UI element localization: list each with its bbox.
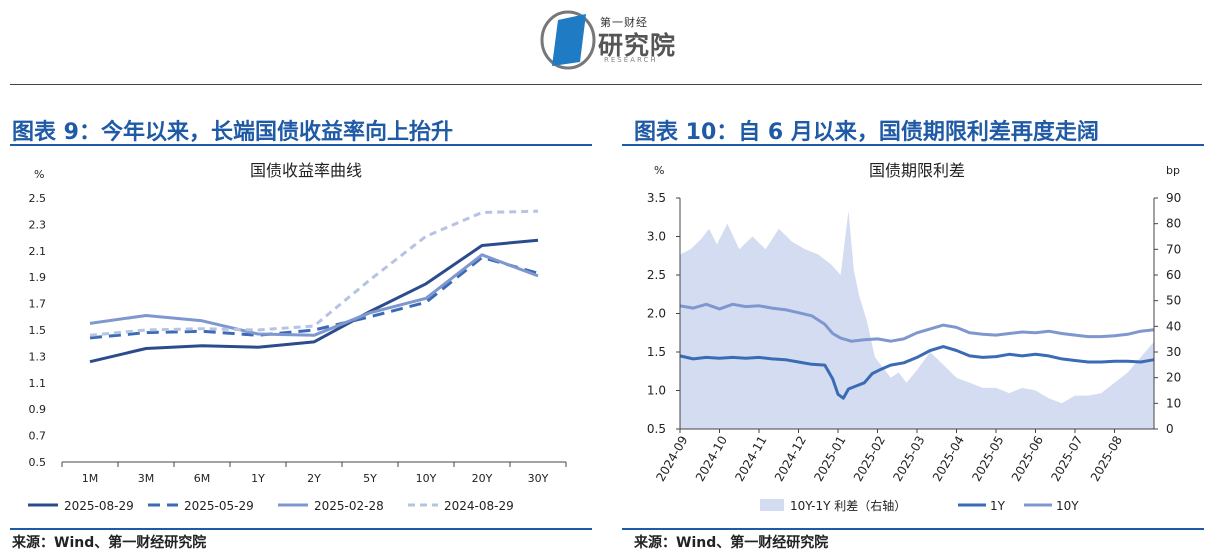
- y-tick-label: 0.7: [29, 430, 47, 443]
- header-divider: [10, 84, 1202, 85]
- logo: 第一财经 研究院 RESEARCH: [540, 8, 680, 72]
- y2-tick-label: 0: [1166, 422, 1174, 436]
- y2-tick-label: 60: [1166, 268, 1181, 282]
- term-spread-chart: 国债期限利差 % bp 3.5 3.0 2.5 2.0 1.5 1.0 0.5 90 80 70 6…: [647, 161, 1181, 513]
- legend-label: 2025-08-29: [64, 499, 134, 513]
- logo-small-text: 第一财经: [600, 16, 648, 29]
- x-tick-label: 2025-08: [1088, 434, 1125, 484]
- series-line-1: [89, 255, 539, 340]
- x-tick-label: 2025-01: [811, 434, 848, 484]
- y-tick-label: 3.5: [647, 191, 666, 205]
- y-tick-label: 2.1: [29, 245, 47, 258]
- y2-tick-label: 20: [1166, 371, 1181, 385]
- right-title-underline: [622, 144, 1204, 146]
- series-line-1Y: [679, 345, 1155, 400]
- y2-tick-label: 10: [1166, 396, 1181, 410]
- series-line-0: [89, 238, 539, 364]
- x-tick-label: 2024-09: [653, 434, 690, 484]
- y2-tick-label: 90: [1166, 191, 1181, 205]
- right-figure-title: 图表 10：自 6 月以来，国债期限利差再度走阔: [634, 120, 1099, 145]
- left-chart-panel: 国债收益率曲线 % 2.5 2.3 2.1 1.9 1.7 1.5 1.3 1.1 0.9 0.7…: [10, 150, 592, 532]
- y-axis-unit: %: [654, 164, 664, 177]
- left-figure-title: 图表 9：今年以来，长端国债收益率向上抬升: [12, 120, 453, 145]
- x-tick-label: 2025-05: [969, 434, 1006, 484]
- y2-tick-label: 40: [1166, 319, 1181, 333]
- x-tick-label: 1Y: [251, 472, 265, 485]
- logo-big-text: 研究院: [598, 31, 677, 60]
- right-chart-panel: 国债期限利差 % bp 3.5 3.0 2.5 2.0 1.5 1.0 0.5 90 80 70 6…: [622, 150, 1204, 532]
- y-tick-label: 2.3: [29, 218, 47, 231]
- x-tick-label: 2025-07: [1048, 434, 1085, 484]
- legend-label: 2024-08-29: [444, 499, 514, 513]
- y-tick-label: 2.5: [647, 268, 666, 282]
- x-tick-label: 30Y: [528, 472, 549, 485]
- y-tick-label: 1.3: [29, 350, 47, 363]
- chart-title: 国债收益率曲线: [250, 161, 362, 180]
- series-line-10Y: [679, 302, 1155, 343]
- y-tick-label: 1.5: [29, 324, 47, 337]
- chart-title: 国债期限利差: [869, 161, 965, 180]
- x-tick-label: 1M: [82, 472, 99, 485]
- x-tick-label: 6M: [194, 472, 211, 485]
- yield-curve-chart: 国债收益率曲线 % 2.5 2.3 2.1 1.9 1.7 1.5 1.3 1.1 0.9 0.7…: [28, 161, 567, 513]
- y2-axis-unit: bp: [1166, 164, 1180, 177]
- y2-tick-label: 30: [1166, 345, 1181, 359]
- y-tick-label: 0.9: [29, 403, 47, 416]
- left-source: 来源：Wind、第一财经研究院: [12, 535, 207, 551]
- legend-label: 2025-02-28: [314, 499, 384, 513]
- x-tick-label: 3M: [138, 472, 155, 485]
- x-tick-label: 10Y: [416, 472, 437, 485]
- legend-swatch: [760, 499, 784, 511]
- x-tick-label: 2024-12: [772, 434, 809, 484]
- right-source-divider: [622, 528, 1204, 530]
- y2-tick-label: 70: [1166, 242, 1181, 256]
- x-tick-label: 2Y: [307, 472, 321, 485]
- left-title-underline: [10, 144, 592, 146]
- y-tick-label: 0.5: [29, 456, 47, 469]
- y2-tick-label: 50: [1166, 294, 1181, 308]
- x-tick-label: 2025-06: [1009, 434, 1046, 484]
- y2-tick-label: 80: [1166, 217, 1181, 231]
- y-tick-label: 1.7: [29, 298, 47, 311]
- y-tick-label: 2.0: [647, 307, 666, 321]
- legend-label: 2025-05-29: [184, 499, 254, 513]
- y-tick-label: 1.5: [647, 345, 666, 359]
- legend-label: 10Y-1Y 利差（右轴）: [790, 498, 906, 513]
- logo-mark-icon: [540, 10, 596, 70]
- x-tick-label: 2024-10: [693, 434, 730, 484]
- y-tick-label: 3.0: [647, 230, 666, 244]
- y-tick-label: 1.1: [29, 377, 47, 390]
- y-tick-label: 1.0: [647, 384, 666, 398]
- y-tick-label: 0.5: [647, 422, 666, 436]
- x-tick-label: 5Y: [363, 472, 377, 485]
- spread-area: [680, 210, 1154, 429]
- legend-label: 10Y: [1056, 499, 1079, 513]
- y-tick-label: 1.9: [29, 271, 47, 284]
- right-source: 来源：Wind、第一财经研究院: [634, 535, 829, 551]
- y-axis-unit: %: [34, 168, 44, 181]
- left-source-divider: [10, 528, 592, 530]
- x-tick-label: 2024-11: [732, 434, 769, 484]
- logo-sub-text: RESEARCH: [604, 56, 658, 64]
- y-tick-label: 2.5: [29, 192, 47, 205]
- x-tick-label: 2025-04: [930, 434, 967, 484]
- x-tick-label: 20Y: [472, 472, 493, 485]
- series-line-3: [89, 209, 539, 337]
- series-line-2: [89, 253, 539, 337]
- legend-label: 1Y: [990, 499, 1006, 513]
- x-tick-label: 2025-03: [890, 434, 927, 484]
- x-tick-label: 2025-02: [851, 434, 888, 484]
